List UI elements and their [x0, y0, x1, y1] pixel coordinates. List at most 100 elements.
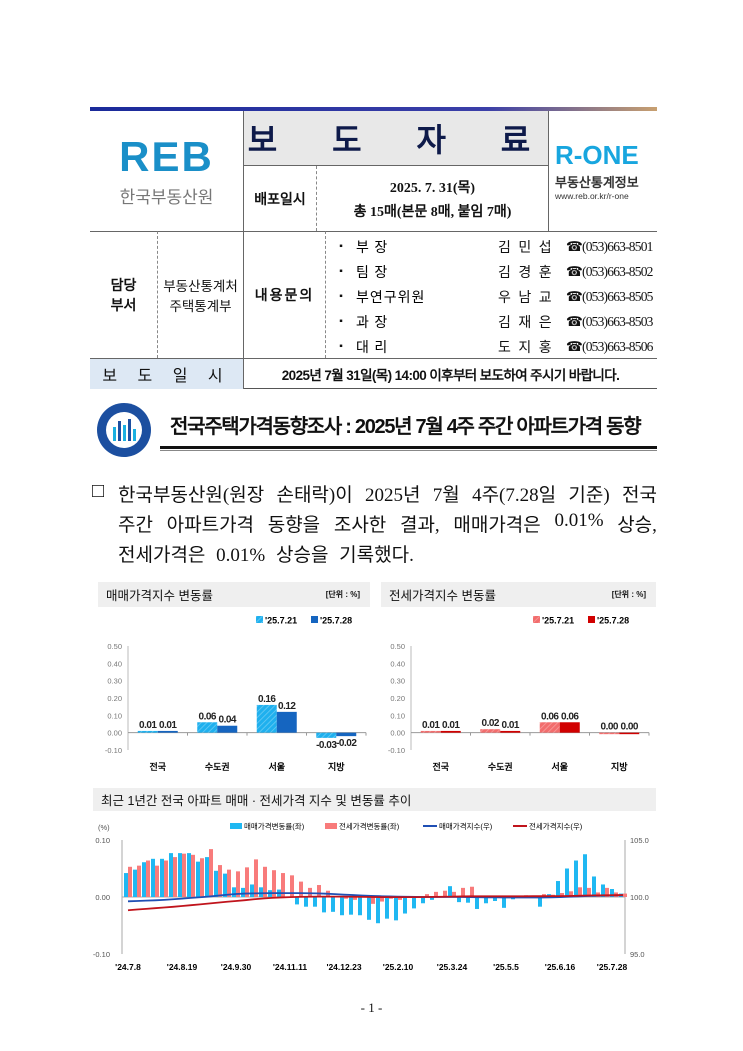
trend-bar [196, 861, 200, 897]
trend-bar [218, 865, 222, 897]
trend-bar [583, 854, 587, 897]
trend-bar [178, 853, 182, 897]
x-tick-label: '25.5.5 [493, 962, 519, 972]
trend-bar [191, 854, 195, 897]
trend-bar [331, 897, 335, 912]
dept-label-cell: 담당 부서 [90, 231, 157, 358]
trend-bar [385, 897, 389, 919]
y-tick-label: 0.00 [107, 729, 122, 738]
press-release-title: 보 도 자 료 [247, 122, 545, 158]
dist-info-cell: 2025. 7. 31(목) 총 15매(본문 8매, 붙임 7매) [316, 166, 548, 231]
chart-unit: [단위 : %] [325, 590, 360, 599]
y-right-tick-label: 105.0 [630, 836, 649, 845]
contact-title: 부연구위원 [356, 290, 426, 306]
trend-plot: (%) 0.10 0.00 -0.10 105.0 100.0 95.0 '24.7.8 '24… [93, 821, 649, 972]
release-label: 보 도 일 시 [102, 368, 231, 385]
trend-bar [353, 897, 357, 900]
x-tick-label: '24.11.11 [273, 962, 307, 972]
legend-label: 매매가격변동률(좌) [244, 821, 305, 831]
y-tick-label: 0.50 [107, 642, 122, 651]
sale-change-chart: 매매가격지수 변동률 [단위 : %] 0.50 0.40 0.30 0.20 0.10 0… [98, 582, 370, 775]
org-name: 한국부동산원 [119, 187, 214, 207]
legend-label: '25.7.21 [542, 616, 574, 626]
x-tick-label: '25.2.10 [383, 962, 414, 972]
trend-bar [214, 870, 218, 897]
trend-bar [578, 887, 582, 897]
trend-bar [182, 853, 186, 897]
trend-bar [142, 862, 146, 897]
x-category-label: 지방 [611, 761, 628, 772]
legend-swatch [256, 616, 263, 623]
y-right-tick-label: 95.0 [630, 950, 645, 959]
trend-bar [502, 897, 506, 908]
data-label: 0.01 [442, 720, 460, 731]
trend-bar [227, 869, 231, 897]
trend-bar [565, 868, 569, 897]
trend-bar [245, 867, 249, 897]
trend-bar [173, 857, 177, 897]
trend-bar [209, 849, 213, 897]
trend-bar [475, 897, 479, 909]
trend-bar [124, 873, 128, 897]
trend-bar [434, 891, 438, 897]
dept-name: 주택통계부 [169, 299, 232, 314]
trend-bar [358, 897, 362, 916]
bar [276, 711, 297, 733]
legend-swatch [588, 616, 595, 623]
bar [316, 732, 337, 738]
dept-name: 부동산통계처 [163, 279, 238, 294]
x-category-label: 지방 [328, 761, 345, 772]
body-text-line: 한국부동산원(원장 손태락)이 2025년 7월 4주(7.28일 기준) 전국 [118, 485, 657, 506]
x-tick-label: '25.6.16 [545, 962, 576, 972]
trend-bar [133, 869, 137, 897]
y-left-tick-label: -0.10 [93, 950, 110, 959]
headline-underline-thin [160, 450, 657, 451]
contact-phone: ☎(053)663-8502 [566, 263, 653, 279]
bar [480, 729, 501, 733]
data-label: 0.06 [199, 711, 217, 722]
chart-unit: [단위 : %] [611, 590, 646, 599]
trend-bar [605, 887, 609, 897]
rone-logo-cell: R-ONE 부동산통계정보 www.reb.or.kr/r-one [548, 111, 657, 231]
release-text-cell: 2025년 7월 31일(목) 14:00 이후부터 보도하여 주시기 바랍니다… [243, 358, 657, 389]
index-line [127, 894, 624, 912]
contact-name: 우 남 교 [498, 290, 554, 306]
trend-bar [466, 897, 470, 903]
legend-label: '25.7.21 [265, 616, 297, 626]
y-left-tick-label: 0.10 [95, 836, 110, 845]
trend-chart: 최근 1년간 전국 아파트 매매 · 전세가격 지수 및 변동률 추이 (%) 0… [93, 788, 656, 978]
title-cell: 보 도 자 료 [243, 111, 548, 166]
legend-swatch [230, 823, 242, 829]
bar [500, 730, 521, 733]
data-label: -0.02 [336, 738, 357, 749]
bullet-icon: ▪ [339, 341, 343, 352]
legend-swatch [325, 823, 337, 829]
trend-bar [160, 858, 164, 897]
trend-bar [205, 857, 209, 897]
trend-bar [272, 870, 276, 897]
data-label: 0.01 [502, 720, 520, 731]
trend-bar [493, 897, 497, 901]
legend-label: 매매가격지수(우) [439, 821, 493, 831]
trend-bar [254, 859, 258, 897]
index-line [127, 892, 624, 903]
contact-title: 부 장 [356, 240, 389, 256]
contact-phone: ☎(053)663-8501 [566, 238, 653, 254]
trend-bar [322, 897, 326, 913]
x-category-label: 서울 [268, 761, 285, 772]
legend-swatch [533, 616, 540, 623]
trend-bar [281, 873, 285, 897]
chart-header: 전세가격지수 변동률 [단위 : %] [381, 582, 656, 607]
trend-bar [299, 881, 303, 897]
x-tick-label: '25.7.28 [597, 962, 628, 972]
x-tick-label: '25.3.24 [437, 962, 468, 972]
trend-bar [344, 897, 348, 899]
press-release-header: REB 한국부동산원 보 도 자 료 배포일시 2025. 7. 31(목) 총… [90, 111, 657, 389]
trend-bar [443, 890, 447, 897]
body-text-line: 전세가격은 0.01% 상승을 기록했다. [118, 545, 414, 566]
contact-name: 김 재 은 [498, 315, 554, 331]
chart-header: 최근 1년간 전국 아파트 매매 · 전세가격 지수 및 변동률 추이 [93, 788, 656, 811]
sale-change-bars: 0.50 0.40 0.30 0.20 0.10 0.00 -0.10 전국 0.01 0.01 수… [105, 616, 367, 772]
trend-bar [376, 897, 380, 924]
trend-bar [137, 865, 141, 897]
